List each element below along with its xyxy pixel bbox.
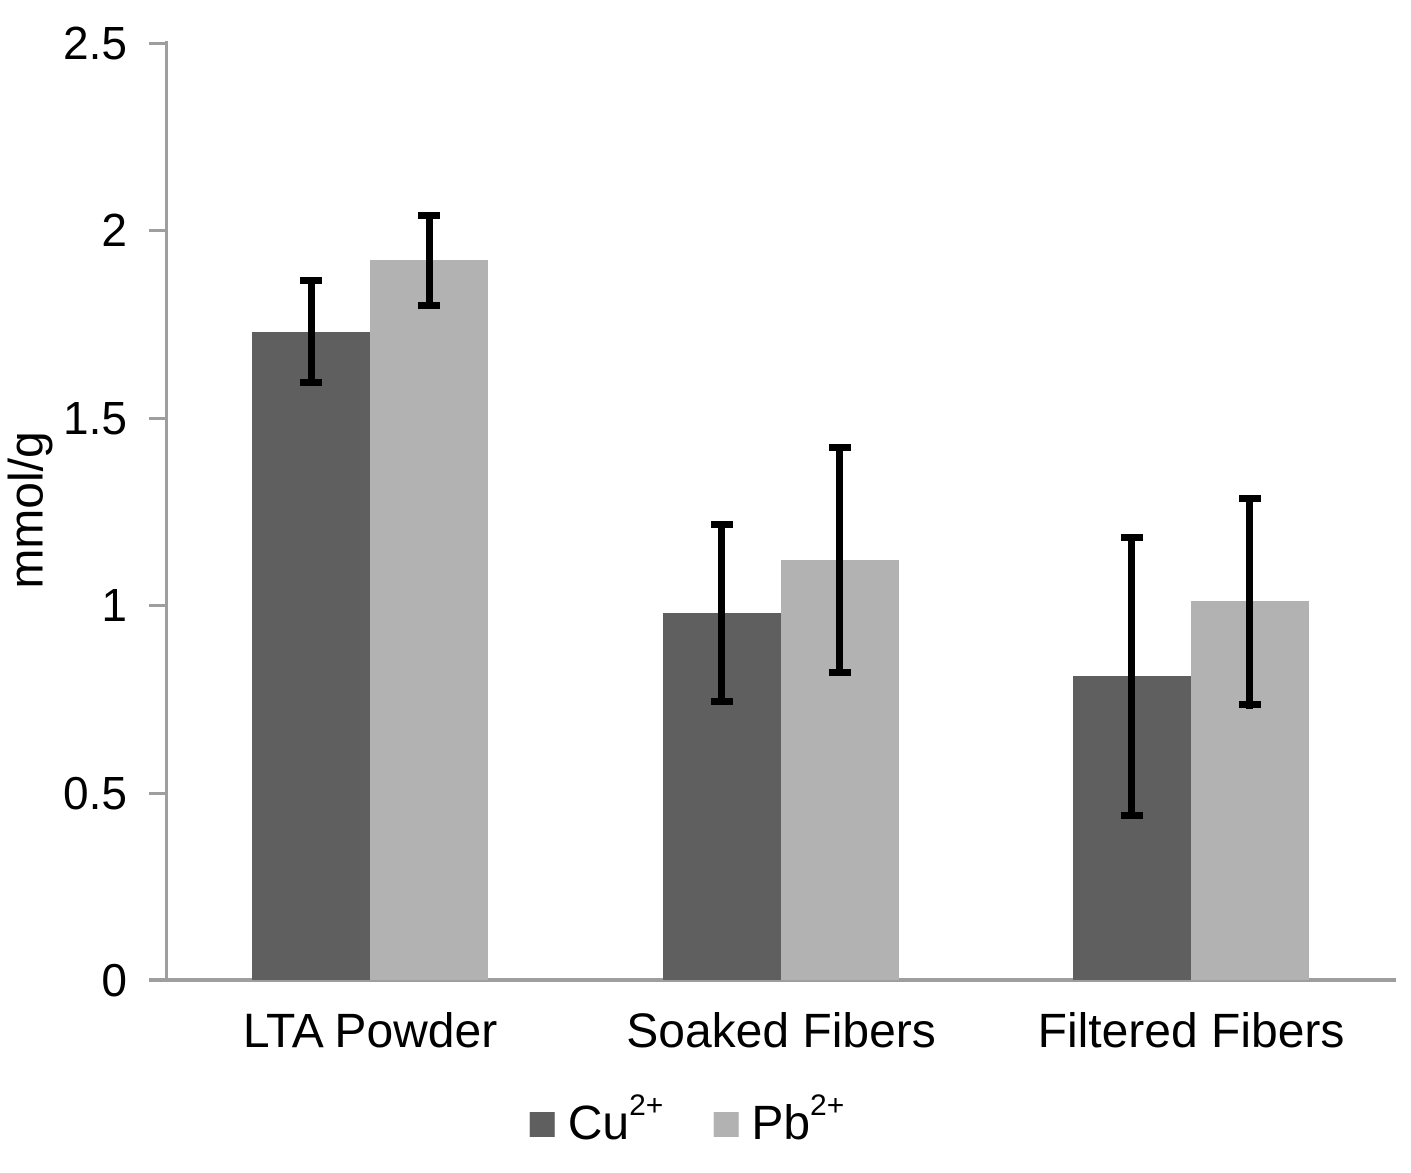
error-bar-cu-soaked-fibers-stem — [718, 521, 725, 705]
error-bar-cu-lta-powder-cap-top — [300, 277, 322, 284]
y-tick-label: 0 — [101, 954, 127, 1006]
error-bar-pb-soaked-fibers-cap-bottom — [829, 669, 851, 676]
y-tick-label: 2.5 — [63, 17, 127, 69]
y-tick-mark — [149, 791, 167, 795]
legend-swatch-pb — [713, 1111, 739, 1137]
category-label-lta-powder: LTA Powder — [242, 1005, 498, 1058]
legend: Cu2+ Pb2+ — [529, 1089, 845, 1152]
y-tick-mark — [149, 42, 167, 45]
error-bar-cu-soaked-fibers-cap-top — [711, 521, 733, 528]
error-bar-cu-soaked-fibers-cap-bottom — [711, 698, 733, 705]
y-tick-label: 0.5 — [63, 766, 127, 819]
bar-pb-lta-powder — [370, 260, 488, 980]
y-tick-label: 1.5 — [63, 391, 127, 444]
category-label-soaked-fibers: Soaked Fibers — [626, 1005, 936, 1058]
error-bar-pb-lta-powder-cap-top — [418, 212, 440, 219]
legend-label-superscript-pb: 2+ — [810, 1089, 845, 1122]
y-tick-mark — [149, 604, 167, 608]
error-bar-cu-filtered-fibers-cap-bottom — [1121, 812, 1143, 819]
x-axis-line — [149, 978, 1396, 982]
y-tick-mark — [149, 229, 167, 233]
y-axis-line — [165, 41, 168, 980]
legend-label-cu: Cu2+ — [567, 1089, 664, 1150]
legend-label-pb: Pb2+ — [751, 1089, 845, 1150]
legend-item-cu: Cu2+ — [529, 1089, 664, 1152]
error-bar-pb-lta-powder-stem — [426, 212, 433, 309]
category-label-filtered-fibers: Filtered Fibers — [1037, 1005, 1345, 1058]
error-bar-pb-filtered-fibers-stem — [1246, 495, 1253, 709]
error-bar-cu-lta-powder-cap-bottom — [300, 379, 322, 386]
error-bar-cu-filtered-fibers-cap-top — [1121, 534, 1143, 541]
legend-swatch-cu — [529, 1111, 555, 1137]
error-bar-pb-soaked-fibers-stem — [836, 444, 843, 676]
bar-cu-lta-powder — [252, 332, 370, 980]
error-bar-pb-filtered-fibers-cap-bottom — [1239, 701, 1261, 708]
y-tick-label: 1 — [101, 579, 127, 632]
y-tick-label: 2 — [101, 204, 127, 257]
error-bar-cu-lta-powder-stem — [308, 277, 315, 386]
error-bar-pb-filtered-fibers-cap-top — [1239, 495, 1261, 502]
error-bar-pb-lta-powder-cap-bottom — [418, 302, 440, 309]
error-bar-pb-soaked-fibers-cap-top — [829, 444, 851, 451]
error-bar-cu-filtered-fibers-stem — [1128, 534, 1135, 819]
y-axis-title: mmol/g — [0, 431, 54, 589]
legend-item-pb: Pb2+ — [713, 1089, 845, 1152]
y-tick-mark — [149, 416, 167, 420]
legend-label-superscript-cu: 2+ — [629, 1089, 664, 1122]
